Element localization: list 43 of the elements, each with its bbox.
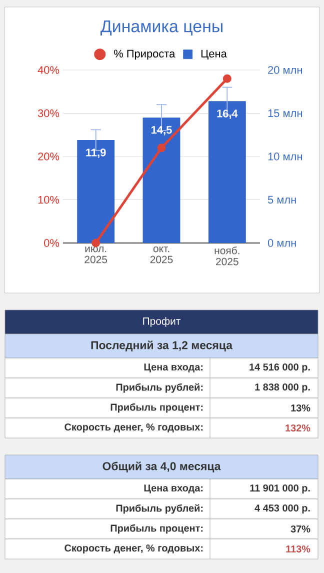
- data-label: 16,4: [217, 110, 238, 120]
- y2-tick-label: 10 млн: [268, 152, 302, 160]
- text: 1 838 000 р.: [255, 383, 310, 392]
- y2-tick-label: 5 млн: [268, 196, 296, 204]
- text: Скорость денег, % годовых:: [64, 423, 203, 432]
- bar: [208, 101, 246, 243]
- data-label: 14,5: [152, 126, 172, 136]
- point: [157, 144, 166, 152]
- point: [222, 74, 232, 83]
- text: 113%: [286, 545, 310, 553]
- x-tick-label: июл. 2025: [84, 246, 108, 264]
- text: Скорость денег, % годовых:: [64, 544, 203, 554]
- text: 14 516 000 р.: [250, 363, 310, 372]
- text: Прибыль рублей:: [116, 504, 203, 514]
- text: 37%: [290, 525, 310, 533]
- text: Профит: [143, 317, 181, 327]
- y2-tick-label: 15 млн: [268, 109, 302, 118]
- data-label: 11,9: [86, 148, 106, 158]
- text: Последний за 1,2 месяца: [91, 340, 233, 352]
- legend-label: % Прироста: [114, 50, 176, 60]
- y-tick-label: 30%: [38, 109, 60, 118]
- x-tick-label: окт. 2025: [150, 246, 173, 264]
- text: Цена входа:: [144, 364, 203, 372]
- text: 11 901 000 р.: [250, 484, 310, 494]
- bar: [142, 118, 180, 243]
- x-tick-label: нояб. 2025: [214, 246, 240, 266]
- y-tick-label: 20%: [38, 152, 60, 160]
- chart-title: Динамика цены: [100, 20, 222, 36]
- text: Прибыль процент:: [110, 403, 203, 413]
- text: Прибыль процент:: [110, 524, 203, 534]
- legend-label: Цена: [201, 50, 227, 60]
- y-tick-label: 40%: [38, 66, 60, 74]
- y2-tick-label: 20 млн: [268, 66, 302, 74]
- text: 4 453 000 р.: [254, 504, 310, 514]
- text: Общий за 4,0 месяца: [102, 462, 221, 472]
- text: 13%: [291, 404, 310, 412]
- text: Цена входа:: [144, 484, 203, 494]
- y2-tick-label: 0 млн: [268, 239, 296, 247]
- y-tick-label: 10%: [38, 196, 60, 204]
- text: Прибыль рублей:: [116, 383, 203, 393]
- bar: [77, 140, 115, 243]
- text: 132%: [286, 424, 310, 432]
- y-tick-label: 0%: [44, 239, 60, 247]
